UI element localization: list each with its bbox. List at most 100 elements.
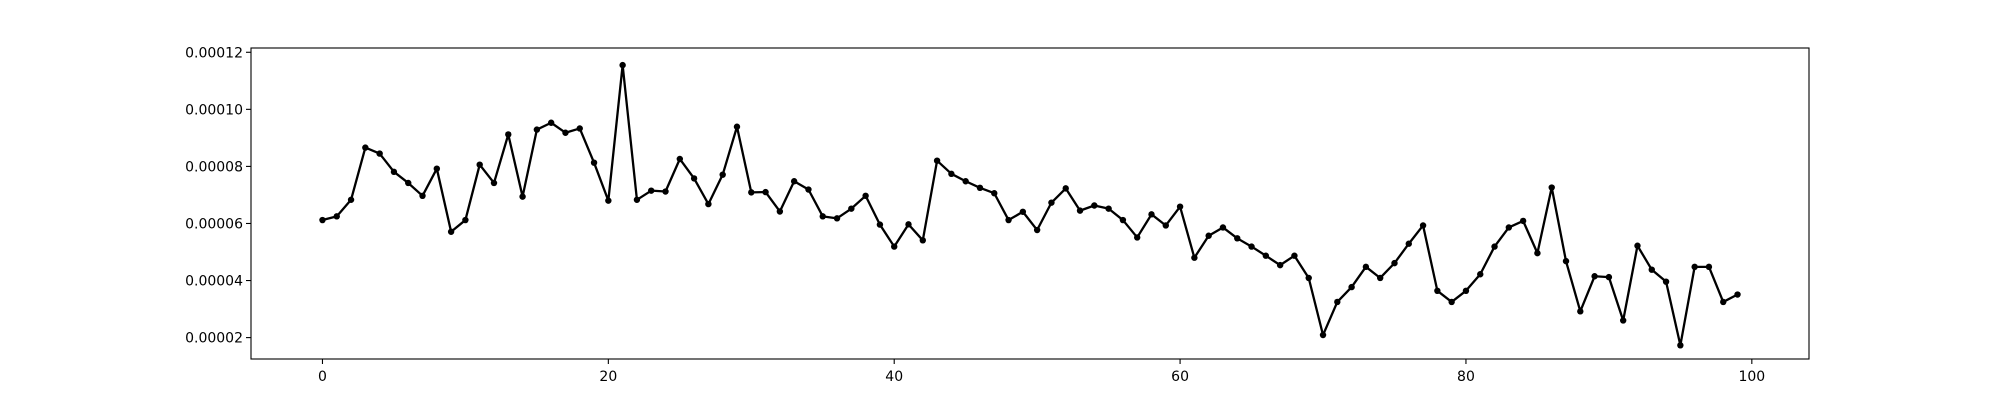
data-point (848, 205, 855, 212)
data-point (605, 197, 612, 204)
data-point (676, 155, 684, 163)
series-line (322, 63, 1739, 347)
data-point (705, 200, 712, 208)
data-point (1205, 232, 1212, 239)
data-point (1634, 242, 1641, 249)
data-point (1019, 208, 1027, 215)
data-point (1176, 203, 1184, 210)
data-point (519, 193, 526, 200)
data-point (976, 184, 984, 192)
data-point (362, 144, 369, 151)
data-point (462, 216, 469, 224)
y-tick-label: 0.00008 (185, 159, 243, 175)
axes-frame (250, 47, 1810, 360)
x-tick-label: 60 (1171, 369, 1189, 385)
data-point (1548, 184, 1555, 191)
data-point (419, 192, 426, 199)
data-point (1577, 308, 1584, 315)
data-point (1305, 274, 1312, 282)
data-point (1376, 274, 1384, 282)
data-point (1219, 224, 1227, 231)
y-tick-label: 0.00002 (185, 331, 243, 347)
data-point (619, 61, 626, 69)
data-point (590, 159, 598, 166)
data-point (576, 125, 583, 132)
data-point (733, 123, 741, 130)
data-point (891, 243, 898, 250)
data-point (1062, 185, 1069, 192)
y-tick-label: 0.00004 (185, 274, 243, 290)
data-point (476, 161, 483, 168)
data-point (1720, 298, 1727, 306)
data-point (719, 171, 726, 178)
data-point (1033, 226, 1041, 234)
data-point (819, 213, 826, 220)
y-tick-label: 0.00010 (185, 102, 243, 118)
data-point (1391, 259, 1398, 267)
data-point (805, 186, 812, 193)
data-point (933, 157, 941, 164)
x-tick-label: 40 (885, 369, 903, 385)
data-point (1134, 234, 1141, 241)
data-point (1662, 278, 1670, 285)
data-point (948, 170, 955, 178)
data-point (533, 126, 541, 133)
data-point (1248, 243, 1255, 250)
data-point (1334, 298, 1341, 306)
data-point (1434, 287, 1441, 295)
data-point (1276, 261, 1284, 269)
data-point (376, 150, 383, 157)
data-point (876, 221, 884, 228)
data-point (319, 216, 326, 224)
data-point (748, 189, 755, 196)
data-point (1491, 243, 1498, 250)
data-series (319, 61, 1741, 349)
data-point (505, 131, 512, 138)
data-point (905, 221, 912, 228)
data-point (1619, 317, 1627, 324)
data-point (648, 187, 655, 194)
y-tick-label: 0.00006 (185, 216, 243, 232)
data-point (962, 178, 969, 185)
data-point (1319, 331, 1327, 339)
x-tick-label: 20 (599, 369, 617, 385)
data-point (562, 129, 569, 136)
data-point (1262, 252, 1270, 259)
data-point (547, 119, 555, 126)
data-point (1348, 283, 1355, 291)
data-point (333, 213, 340, 220)
data-point (1362, 263, 1370, 271)
data-point (1505, 224, 1513, 231)
data-point (405, 179, 412, 187)
x-tick-label: 0 (318, 369, 327, 385)
data-point (1005, 216, 1012, 224)
data-point (1162, 222, 1169, 229)
data-point (1648, 266, 1655, 273)
data-point (1519, 217, 1527, 225)
data-point (1677, 342, 1684, 349)
data-point (447, 228, 455, 235)
data-point (862, 192, 869, 199)
data-point (1419, 222, 1427, 229)
data-point (762, 188, 769, 196)
data-point (1462, 287, 1470, 295)
data-point (1562, 257, 1570, 265)
data-point (790, 178, 798, 185)
data-point (1105, 205, 1112, 212)
data-point (919, 237, 926, 244)
data-point (433, 165, 441, 172)
data-point (690, 175, 698, 182)
data-point (1234, 235, 1241, 242)
data-point (1048, 199, 1055, 206)
x-tick-label: 100 (1738, 369, 1765, 385)
data-point (833, 215, 841, 222)
data-point (1191, 254, 1198, 261)
data-point (1148, 211, 1155, 218)
data-point (347, 196, 355, 203)
data-point (1076, 207, 1084, 214)
x-tick-label: 80 (1457, 369, 1475, 385)
data-point (390, 168, 398, 176)
data-point (1405, 240, 1412, 247)
data-point (1091, 202, 1098, 209)
